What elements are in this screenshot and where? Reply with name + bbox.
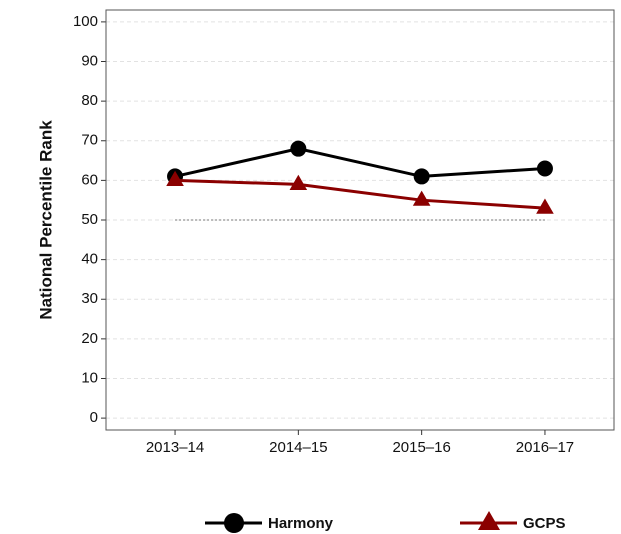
x-tick-label: 2016–17: [516, 439, 574, 456]
point: [536, 198, 554, 214]
y-tick-label: 60: [81, 171, 98, 188]
point: [412, 190, 431, 206]
point: [166, 170, 184, 186]
x-tick-label: 2015–16: [392, 439, 450, 456]
point: [289, 174, 308, 190]
y-tick-label: 40: [81, 251, 98, 268]
series-line: [174, 147, 546, 178]
y-tick-label: 90: [81, 52, 98, 69]
point: [478, 511, 500, 530]
y-tick-label: 80: [81, 92, 98, 109]
y-tick-label: 70: [81, 132, 98, 149]
legend-label: Harmony: [268, 515, 334, 532]
y-axis-label: National Percentile Rank: [36, 120, 55, 320]
y-tick-label: 50: [81, 211, 98, 228]
y-tick-label: 100: [73, 13, 98, 30]
point: [413, 168, 430, 185]
point: [536, 160, 553, 177]
point: [290, 140, 307, 157]
y-tick-label: 20: [81, 330, 98, 347]
x-tick-label: 2014–15: [269, 439, 327, 456]
series-line: [175, 178, 546, 210]
plot-frame: [105, 9, 615, 431]
y-tick-label: 0: [90, 409, 98, 426]
point: [224, 513, 244, 533]
legend-label: GCPS: [523, 515, 566, 532]
y-tick-label: 10: [81, 369, 98, 386]
x-tick-label: 2013–14: [146, 439, 204, 456]
y-tick-label: 30: [81, 290, 98, 307]
